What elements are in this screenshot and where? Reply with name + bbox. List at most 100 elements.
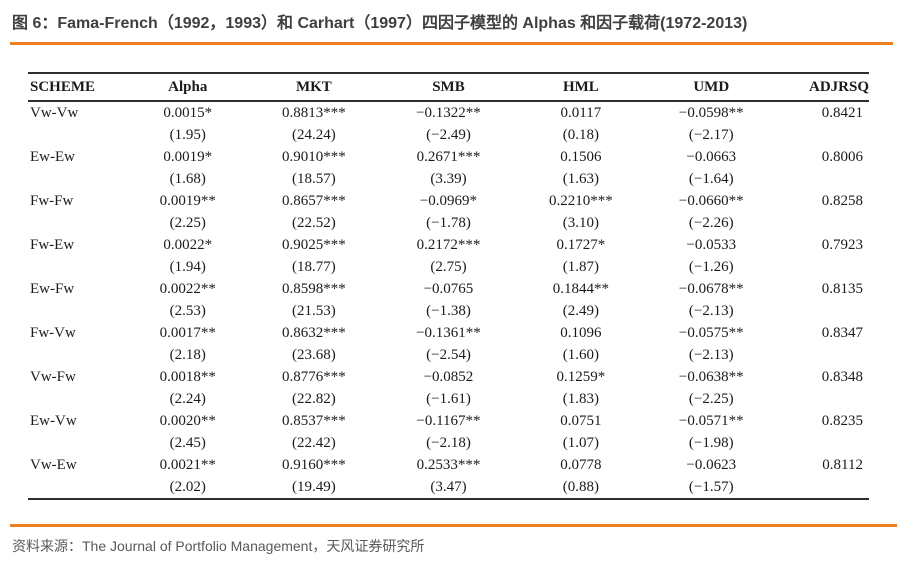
coefficient-cell: 0.8135 <box>821 281 863 297</box>
col-header-hml: HML <box>515 73 647 102</box>
scheme-empty <box>28 432 129 454</box>
table-row-tstats: (1.95) (24.24) (−2.49) (0.18) (−2.17) <box>28 124 869 146</box>
coefficient-cell: 0.8348 <box>821 369 863 385</box>
coefficient-cell: 0.1727* <box>556 237 606 253</box>
table-row-coefficients: Ew-Fw 0.0022** 0.8598*** −0.0765 0.1844** −0.… <box>28 278 869 300</box>
tstat-cell: (21.53) <box>292 303 336 319</box>
coefficient-cell: −0.0678** <box>678 281 744 297</box>
figure-title: 图 6：Fama-French（1992，1993）和 Carhart（1997… <box>12 15 748 32</box>
tstat-cell <box>776 256 869 278</box>
tstat-cell: (−2.13) <box>688 347 734 363</box>
coefficient-cell: 0.0018** <box>159 369 216 385</box>
coefficient-cell: 0.1506 <box>560 149 602 165</box>
coefficient-cell: 0.0022* <box>163 237 213 253</box>
scheme-empty <box>28 300 129 322</box>
coefficient-cell: 0.2671*** <box>416 149 481 165</box>
tstat-cell: (−2.25) <box>688 391 734 407</box>
tstat-cell: (−1.38) <box>426 303 471 319</box>
tstat-cell: (1.95) <box>169 127 206 143</box>
tstat-cell: (2.18) <box>169 347 206 363</box>
coefficient-cell: 0.1096 <box>560 325 602 341</box>
table-header-row: SCHEME Alpha MKT SMB HML UMD ADJRSQ <box>28 73 869 102</box>
table-row-coefficients: Vw-Fw 0.0018** 0.8776*** −0.0852 0.1259* −0.0… <box>28 366 869 388</box>
tstat-cell <box>776 300 869 322</box>
coefficient-cell: 0.0017** <box>159 325 216 341</box>
scheme-empty <box>28 476 129 499</box>
coefficient-cell: 0.8421 <box>821 105 863 121</box>
scheme-empty <box>28 212 129 234</box>
coefficient-cell: 0.2172*** <box>416 237 481 253</box>
scheme-label: Ew-Ew <box>30 149 75 165</box>
coefficient-cell: −0.0598** <box>678 105 744 121</box>
table-row-coefficients: Fw-Vw 0.0017** 0.8632*** −0.1361** 0.1096 −0.… <box>28 322 869 344</box>
coefficient-cell: 0.9025*** <box>282 237 346 253</box>
tstat-cell <box>776 344 869 366</box>
tstat-cell: (−2.49) <box>426 127 471 143</box>
coefficient-cell: 0.0117 <box>560 105 602 121</box>
coefficient-cell: 0.8632*** <box>282 325 346 341</box>
table-row-tstats: (2.45) (22.42) (−2.18) (1.07) (−1.98) <box>28 432 869 454</box>
coefficient-cell: 0.7923 <box>821 237 863 253</box>
tstat-cell: (0.88) <box>562 479 600 495</box>
tstat-cell: (1.87) <box>562 259 600 275</box>
tstat-cell: (1.83) <box>562 391 600 407</box>
coefficient-cell: 0.0015* <box>163 105 213 121</box>
coefficient-cell: −0.0571** <box>678 413 744 429</box>
tstat-cell <box>776 212 869 234</box>
scheme-label: Vw-Ew <box>30 457 77 473</box>
source-note: 资料来源：The Journal of Portfolio Management… <box>12 538 425 554</box>
coefficient-cell: 0.0020** <box>159 413 216 429</box>
coefficient-cell: 0.8258 <box>821 193 863 209</box>
tstat-cell: (1.94) <box>169 259 206 275</box>
coefficient-cell: −0.1167** <box>416 413 481 429</box>
accent-divider-top <box>10 42 893 45</box>
tstat-cell: (−1.26) <box>688 259 734 275</box>
coefficient-cell: 0.8813*** <box>282 105 346 121</box>
coefficient-cell: 0.8537*** <box>282 413 346 429</box>
scheme-label: Vw-Fw <box>30 369 76 385</box>
coefficient-cell: 0.0019** <box>159 193 216 209</box>
col-header-mkt: MKT <box>246 73 382 102</box>
col-header-scheme: SCHEME <box>28 73 129 102</box>
tstat-cell: (2.75) <box>430 259 467 275</box>
tstat-cell: (3.10) <box>562 215 600 231</box>
coefficient-cell: 0.8235 <box>821 413 863 429</box>
coefficient-cell: 0.8598*** <box>282 281 346 297</box>
coefficient-cell: 0.9010*** <box>282 149 346 165</box>
scheme-label: Fw-Ew <box>30 237 75 253</box>
tstat-cell: (18.57) <box>292 171 336 187</box>
coefficient-cell: −0.0575** <box>678 325 744 341</box>
coefficient-cell: −0.0663 <box>686 149 737 165</box>
tstat-cell: (−1.61) <box>426 391 471 407</box>
table-row-tstats: (2.24) (22.82) (−1.61) (1.83) (−2.25) <box>28 388 869 410</box>
col-header-adjrsq: ADJRSQ <box>776 73 869 102</box>
coefficient-cell: −0.0533 <box>686 237 737 253</box>
coefficient-cell: −0.0623 <box>686 457 737 473</box>
coefficient-cell: 0.0022** <box>159 281 216 297</box>
coefficient-cell: 0.9160*** <box>282 457 346 473</box>
coefficient-cell: 0.8776*** <box>282 369 346 385</box>
col-header-alpha: Alpha <box>128 73 247 102</box>
tstat-cell: (−1.78) <box>426 215 471 231</box>
coefficient-cell: 0.2533*** <box>416 457 481 473</box>
scheme-empty <box>28 124 129 146</box>
tstat-cell: (2.25) <box>169 215 206 231</box>
coefficient-cell: −0.1361** <box>416 325 481 341</box>
tstat-cell: (1.68) <box>169 171 206 187</box>
table-row-coefficients: Ew-Vw 0.0020** 0.8537*** −0.1167** 0.0751 −0.… <box>28 410 869 432</box>
scheme-label: Fw-Fw <box>30 193 74 209</box>
coefficient-cell: 0.8657*** <box>282 193 346 209</box>
tstat-cell <box>776 168 869 190</box>
tstat-cell: (2.24) <box>169 391 206 407</box>
tstat-cell: (−1.98) <box>688 435 734 451</box>
table-row-coefficients: Fw-Ew 0.0022* 0.9025*** 0.2172*** 0.1727* −0.… <box>28 234 869 256</box>
scheme-empty <box>28 344 129 366</box>
tstat-cell <box>776 476 869 499</box>
coefficient-cell: −0.0969* <box>419 193 478 209</box>
tstat-cell: (2.02) <box>169 479 206 495</box>
table-row-coefficients: Vw-Vw 0.0015* 0.8813*** −0.1322** 0.0117 −0.0… <box>28 101 869 124</box>
factor-table-container: SCHEME Alpha MKT SMB HML UMD ADJRSQ Vw-V… <box>28 72 869 500</box>
scheme-empty <box>28 168 129 190</box>
tstat-cell: (19.49) <box>292 479 336 495</box>
